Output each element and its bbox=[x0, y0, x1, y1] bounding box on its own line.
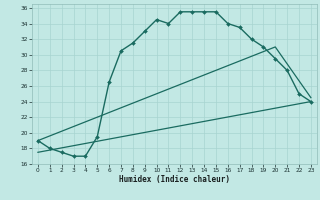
X-axis label: Humidex (Indice chaleur): Humidex (Indice chaleur) bbox=[119, 175, 230, 184]
